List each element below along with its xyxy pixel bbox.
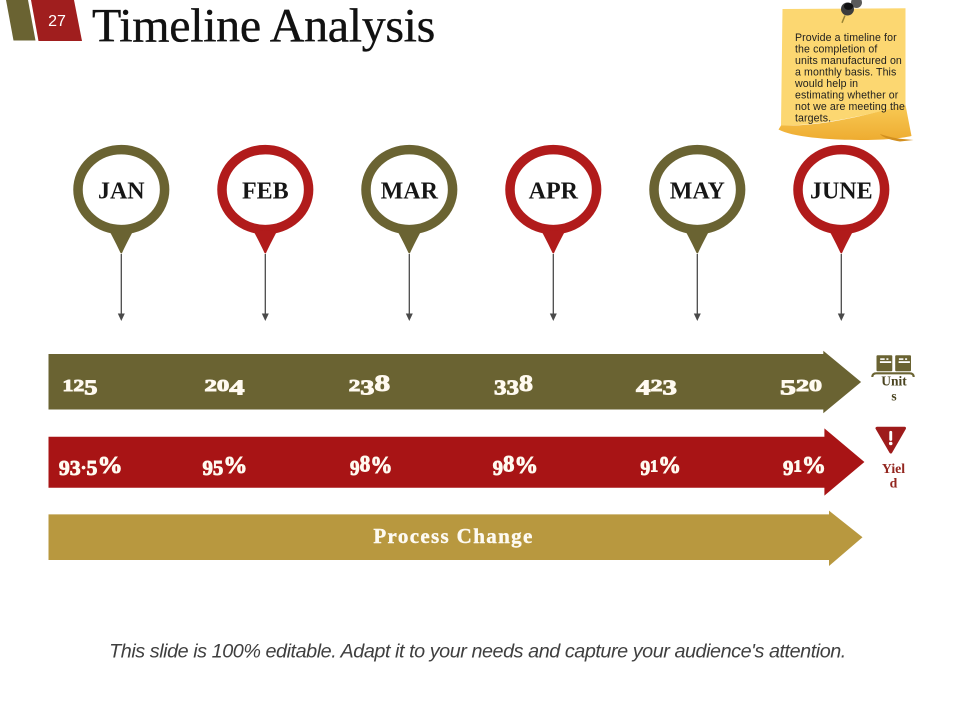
svg-text:estimating whether or: estimating whether or [795,89,899,101]
svg-text:FEB: FEB [242,178,289,204]
svg-text:Yiel: Yiel [882,461,905,476]
svg-text:the completion of: the completion of [795,43,877,55]
svg-text:204: 20 4 [205,375,246,399]
svg-text:a monthly basis. This: a monthly basis. This [795,66,896,78]
svg-text:Process Change: Process Change [373,524,533,548]
svg-text:s: s [891,389,896,404]
svg-text:93·5%: 93·5% [59,452,123,480]
svg-text:338: 33 8 [494,371,533,400]
svg-text:not we are meeting the: not we are meeting the [795,101,905,113]
svg-text:91%: 91% [640,452,681,480]
svg-text:91%: 91% [783,452,826,480]
svg-text:This slide is 100% editable. A: This slide is 100% editable. Adapt it to… [109,641,846,663]
svg-text:Unit: Unit [881,374,907,389]
svg-text:520: 5 20 [780,375,822,399]
svg-text:423: 423 [636,375,677,399]
svg-text:238: 238 [349,371,391,400]
svg-text:units manufactured on: units manufactured on [795,55,902,67]
svg-text:Timeline Analysis: Timeline Analysis [92,0,435,53]
svg-text:MAY: MAY [670,178,725,204]
svg-text:APR: APR [529,178,579,204]
svg-text:Provide a timeline for: Provide a timeline for [795,32,897,44]
svg-text:MAR: MAR [381,178,439,204]
svg-text:JAN: JAN [98,178,145,204]
svg-text:targets.: targets. [795,112,831,124]
svg-text:125: 12 5 [63,375,98,399]
svg-text:JUNE: JUNE [810,178,873,204]
svg-text:d: d [890,476,898,491]
svg-text:27: 27 [48,13,66,30]
svg-text:98%: 98% [350,452,393,481]
svg-text:98%: 98% [493,452,539,481]
svg-text:would help in: would help in [794,78,858,90]
svg-text:95%: 95% [203,452,248,480]
